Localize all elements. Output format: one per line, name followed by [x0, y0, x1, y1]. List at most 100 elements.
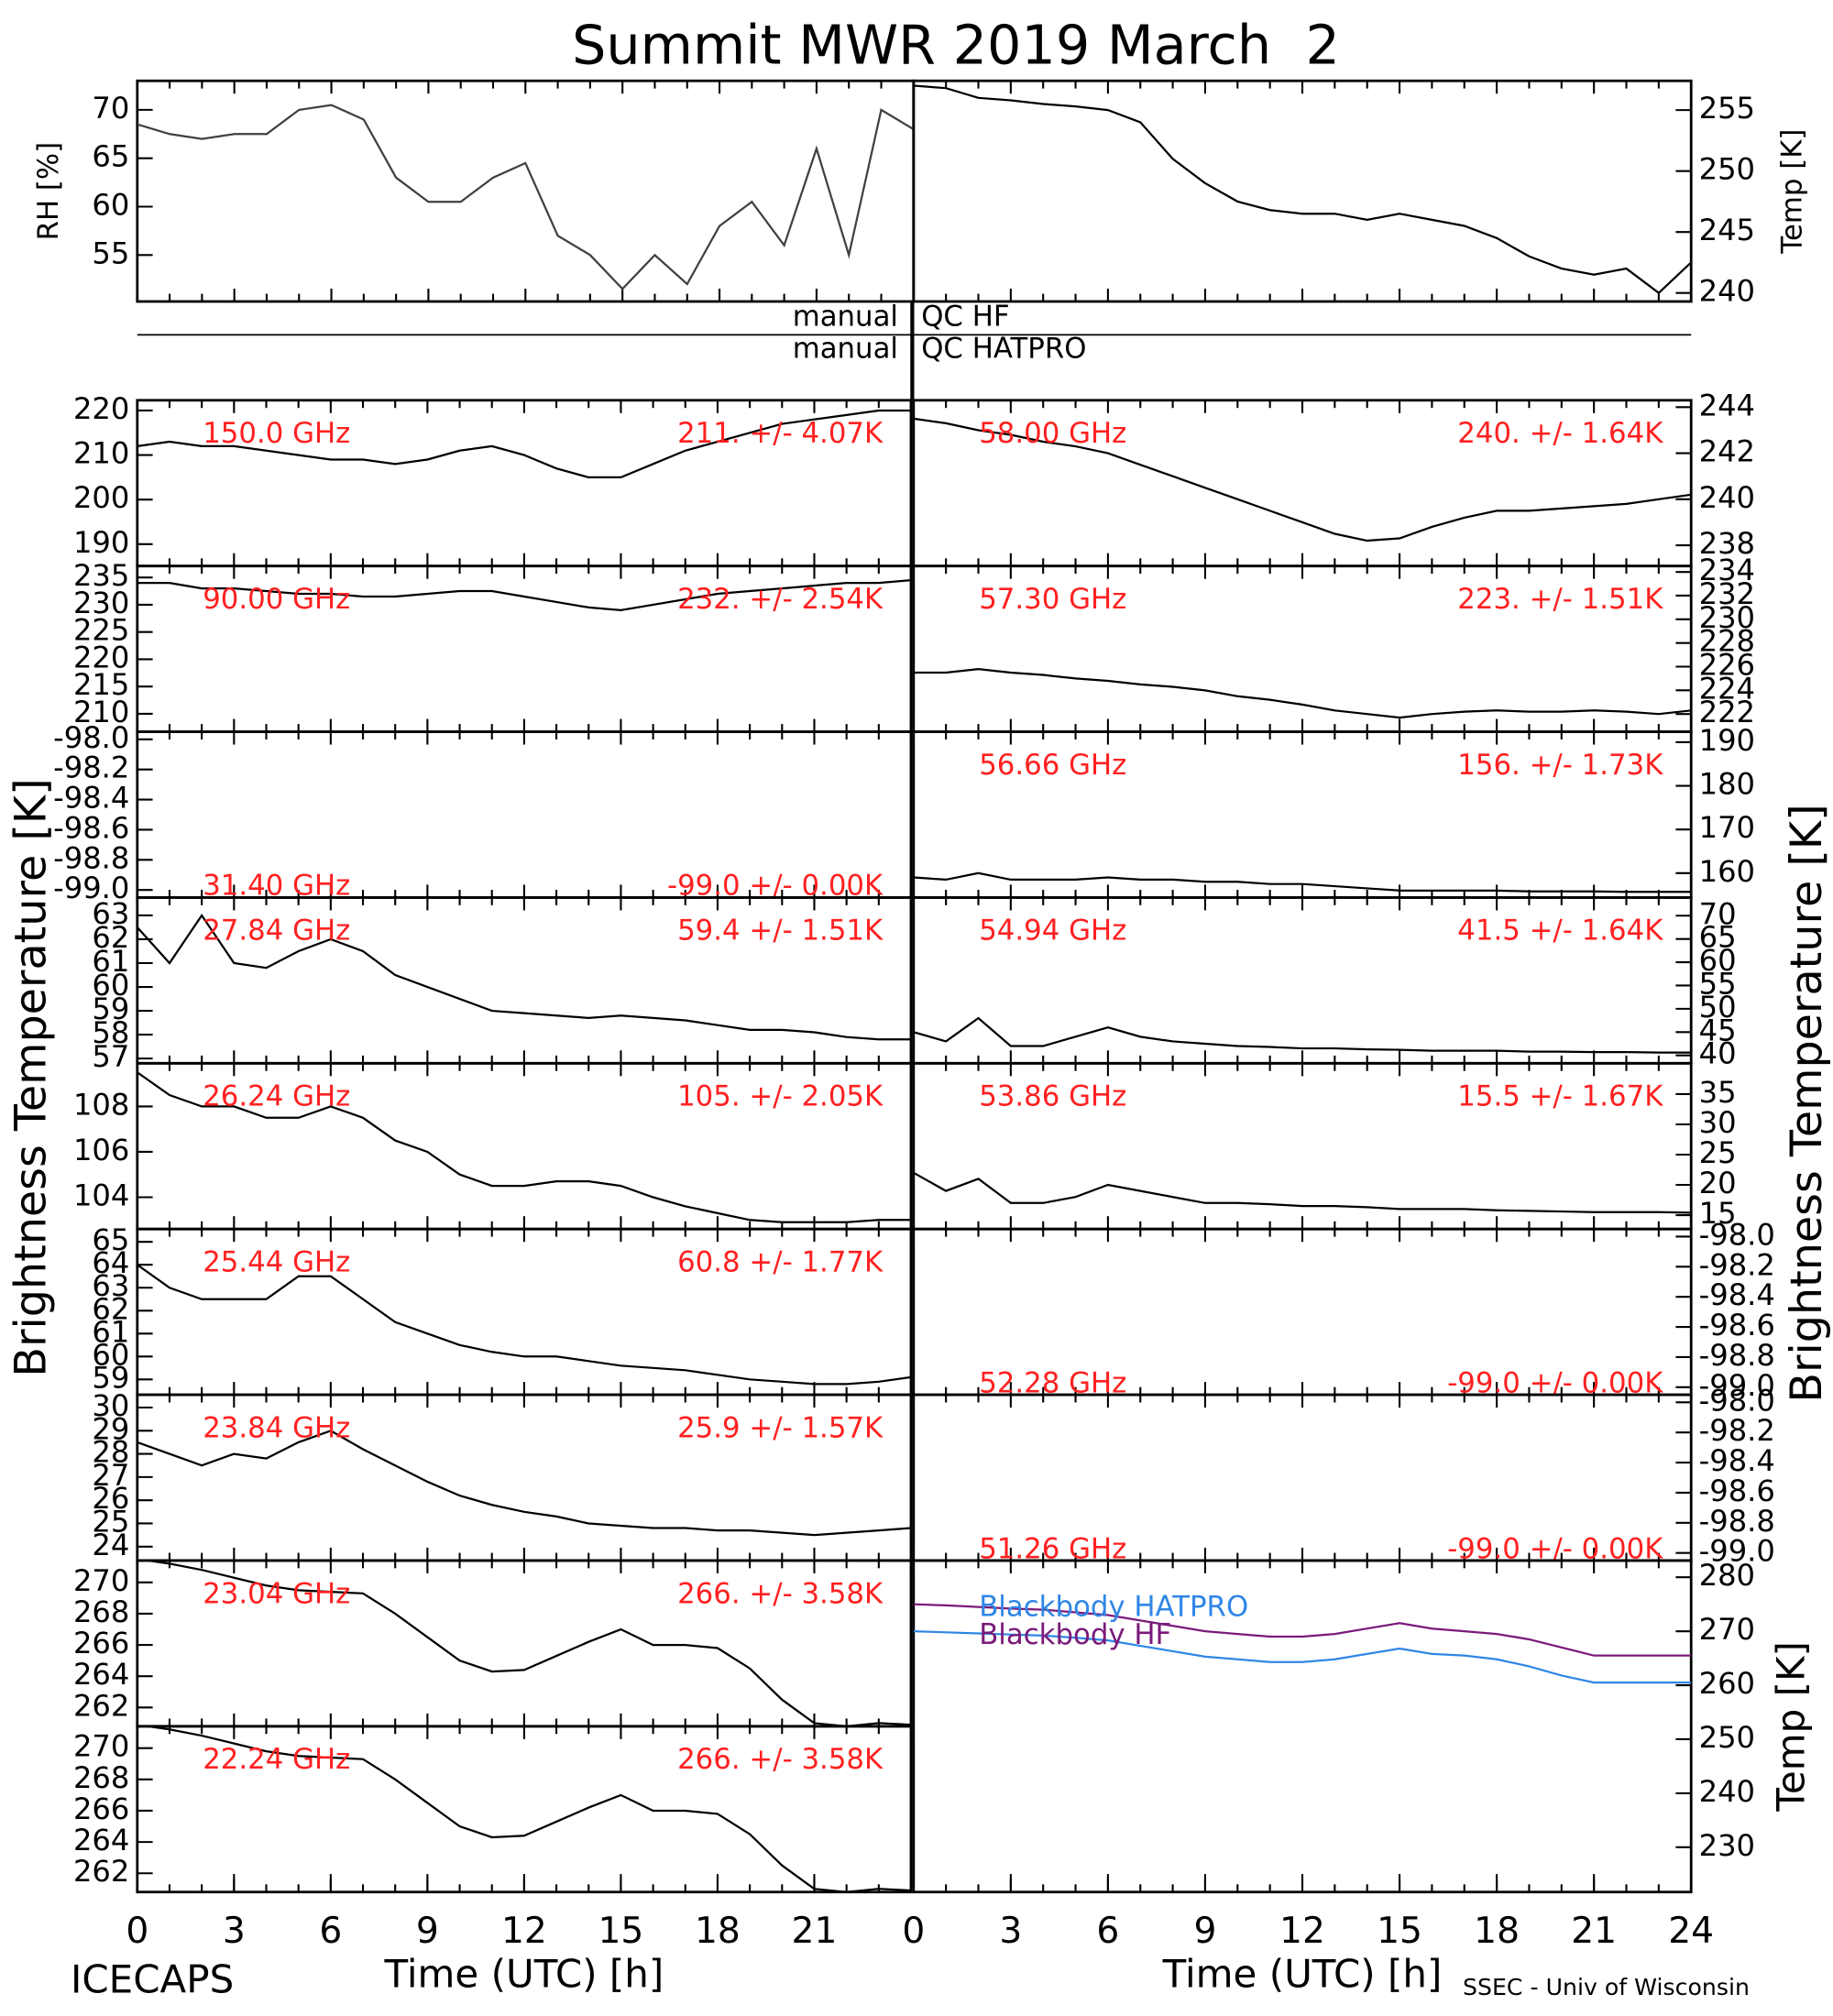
- stats-label: 105. +/- 2.05K: [677, 1080, 884, 1113]
- y-tick-label: 35: [1699, 1075, 1737, 1110]
- y-tick-label: 180: [1699, 767, 1755, 802]
- y-tick-label: 230: [73, 586, 129, 620]
- x-tick-label: 15: [598, 1911, 643, 1952]
- y-tick-label: 235: [73, 558, 129, 593]
- y-tick-label: -98.0: [1699, 1383, 1775, 1418]
- y-tick-label: 262: [73, 1688, 129, 1723]
- channel-label: 90.00 GHz: [203, 583, 350, 616]
- y-tick-label: 25: [1699, 1135, 1737, 1170]
- y-axis-label: Temp [K]: [1769, 1641, 1814, 1813]
- y-tick-label: 238: [1699, 526, 1755, 561]
- y-tick-label: 65: [92, 1222, 129, 1257]
- channel-label: 25.44 GHz: [203, 1245, 350, 1278]
- y-tick-label: 20: [1699, 1166, 1737, 1200]
- x-tick-label: 12: [1279, 1911, 1325, 1952]
- x-tick-label: 21: [792, 1911, 838, 1952]
- y-tick-label: 58: [92, 1015, 129, 1050]
- x-tick-label: 6: [319, 1911, 342, 1952]
- y-tick-label: 61: [92, 1314, 129, 1349]
- y-tick-label: -98.6: [1699, 1474, 1775, 1508]
- x-tick-label: 18: [1474, 1911, 1520, 1952]
- figure-title: Summit MWR 2019 March 2: [572, 13, 1340, 76]
- y-tick-label: 57: [92, 1039, 129, 1074]
- qc-right: QC HATPRO: [921, 333, 1086, 366]
- y-tick-label: 226: [1699, 647, 1755, 682]
- y-tick-label: 15: [1699, 1196, 1737, 1231]
- y-tick-label: 170: [1699, 810, 1755, 845]
- y-tick-label: 70: [92, 91, 129, 126]
- y-tick-label: 70: [1699, 896, 1737, 931]
- y-tick-label: 232: [1699, 576, 1755, 611]
- y-tick-label: 50: [1699, 990, 1737, 1024]
- y-tick-label: 240: [1699, 274, 1755, 309]
- x-tick-label: 18: [695, 1911, 741, 1952]
- y-tick-label: 228: [1699, 624, 1755, 659]
- stats-label: 211. +/- 4.07K: [677, 417, 884, 450]
- y-tick-label: 63: [92, 896, 129, 931]
- y-tick-label: 60: [92, 968, 129, 1003]
- data-line: [137, 1071, 912, 1223]
- y-tick-label: 27: [92, 1458, 129, 1493]
- stats-label: 59.4 +/- 1.51K: [677, 915, 884, 948]
- y-tick-label: -98.6: [53, 810, 129, 845]
- y-tick-label: -98.4: [53, 781, 129, 816]
- footer-left: ICECAPS: [71, 1956, 234, 2001]
- y-tick-label: 270: [73, 1729, 129, 1764]
- y-tick-label: -98.8: [53, 840, 129, 875]
- y-tick-label: -98.8: [1699, 1504, 1775, 1539]
- y-tick-label: -98.0: [1699, 1217, 1775, 1252]
- y-tick-label: 250: [1699, 152, 1755, 187]
- stats-label: 266. +/- 3.58K: [677, 1577, 884, 1610]
- y-tick-label: -98.4: [1699, 1443, 1775, 1478]
- x-tick-label: 6: [1096, 1911, 1119, 1952]
- y-tick-label: 250: [1699, 1720, 1755, 1755]
- legend-entry: Blackbody HF: [979, 1618, 1171, 1651]
- y-tick-label: 220: [73, 640, 129, 674]
- y-tick-label: 24: [92, 1528, 129, 1562]
- y-tick-label: 60: [1699, 943, 1737, 978]
- stats-label: 232. +/- 2.54K: [677, 583, 884, 616]
- data-line: [137, 913, 912, 1041]
- x-tick-label: 15: [1377, 1911, 1422, 1952]
- y-tick-label: 61: [92, 944, 129, 979]
- data-line: [140, 1726, 912, 1892]
- y-tick-label: 225: [73, 613, 129, 648]
- y-tick-label: 59: [92, 1360, 129, 1395]
- y-tick-label: 30: [92, 1388, 129, 1423]
- y-tick-label: 266: [73, 1626, 129, 1660]
- data-line: [137, 1264, 912, 1386]
- y-tick-label: 59: [92, 992, 129, 1026]
- qc-right: QC HF: [921, 301, 1009, 334]
- stats-label: 156. +/- 1.73K: [1457, 749, 1663, 782]
- stats-label: 41.5 +/- 1.64K: [1457, 915, 1663, 948]
- y-tick-label: -98.4: [1699, 1277, 1775, 1312]
- y-tick-label: 62: [92, 1291, 129, 1326]
- y-tick-label: 230: [1699, 1828, 1755, 1863]
- y-axis-label: Temp [K]: [1776, 129, 1809, 255]
- y-tick-label: -98.2: [1699, 1247, 1775, 1282]
- y-tick-label: 200: [73, 480, 129, 515]
- stats-label: 266. +/- 3.58K: [677, 1743, 884, 1776]
- channel-label: 57.30 GHz: [979, 583, 1126, 616]
- y-tick-label: 266: [73, 1791, 129, 1826]
- y-tick-label: 26: [92, 1481, 129, 1516]
- y-tick-label: 64: [92, 1245, 129, 1280]
- y-tick-label: 28: [92, 1435, 129, 1470]
- channel-label: 22.24 GHz: [203, 1743, 350, 1776]
- data-line: [140, 1560, 912, 1726]
- data-line: [913, 1630, 1692, 1684]
- stats-label: 223. +/- 1.51K: [1457, 583, 1663, 616]
- y-tick-label: 255: [1699, 91, 1755, 126]
- legend-entry: Blackbody HATPRO: [979, 1590, 1248, 1623]
- stats-label: 240. +/- 1.64K: [1457, 417, 1663, 450]
- y-tick-label: 244: [1699, 388, 1755, 422]
- y-tick-label: 264: [73, 1657, 129, 1692]
- data-line: [913, 667, 1692, 719]
- y-tick-label: 160: [1699, 854, 1755, 889]
- y-tick-label: -98.2: [53, 751, 129, 785]
- stats-label: 60.8 +/- 1.77K: [677, 1245, 884, 1278]
- y-tick-label: 264: [73, 1823, 129, 1857]
- y-tick-label: 215: [73, 667, 129, 702]
- channel-label: 23.84 GHz: [203, 1411, 350, 1444]
